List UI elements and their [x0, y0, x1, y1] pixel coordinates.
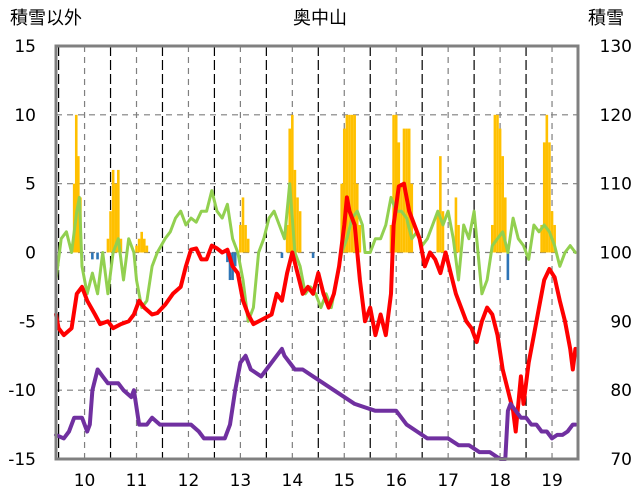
- precipitation-bar: [109, 211, 112, 253]
- precipitation-bar: [291, 114, 294, 253]
- precipitation-bar: [389, 224, 393, 253]
- precipitation-bar: [140, 231, 143, 253]
- precipitation-bar: [358, 224, 362, 253]
- precipitation-bar: [550, 211, 554, 253]
- secondary-line: [54, 182, 577, 323]
- precipitation-bar: [244, 224, 247, 253]
- precipitation-bar: [394, 114, 398, 253]
- right-tick-label: 90: [610, 312, 632, 332]
- precipitation-bar: [498, 128, 502, 253]
- precipitation-bar: [246, 238, 250, 253]
- precipitation-bar: [285, 224, 289, 253]
- right-tick-label: 100: [600, 244, 632, 264]
- x-tick-label: 11: [126, 471, 148, 491]
- precipitation-bar: [293, 169, 297, 253]
- left-tick-label: 15: [14, 37, 36, 57]
- precipitation-bar: [548, 142, 551, 253]
- right-axis-label: 積雪: [588, 8, 624, 29]
- precipitation-bar: [553, 224, 556, 253]
- precipitation-bar: [106, 238, 110, 253]
- precipitation-bar: [545, 114, 549, 253]
- precipitation-bar: [345, 114, 349, 253]
- precipitation-bar: [441, 211, 445, 253]
- left-axis-label: 積雪以外: [10, 8, 82, 29]
- negative-bar: [233, 252, 237, 267]
- precipitation-bar: [392, 114, 395, 253]
- negative-bar: [228, 252, 232, 281]
- snow-depth-line: [54, 346, 578, 461]
- negative-bar: [311, 252, 315, 259]
- precipitation-bar: [296, 197, 299, 253]
- precipitation-bar: [137, 238, 141, 253]
- right-tick-label: 70: [610, 450, 632, 470]
- precipitation-bar: [119, 238, 123, 253]
- precipitation-bar: [407, 128, 411, 253]
- precipitation-bar: [400, 183, 403, 253]
- series-lines: [54, 181, 578, 461]
- precipitation-bar: [501, 156, 504, 253]
- left-tick-label: -5: [19, 312, 36, 332]
- precipitation-bar: [436, 211, 440, 253]
- precipitation-bar: [143, 238, 146, 253]
- precipitation-bar: [239, 224, 242, 253]
- right-tick-label: 130: [600, 37, 632, 57]
- left-tick-label: 5: [25, 175, 36, 195]
- negative-bar: [280, 252, 284, 259]
- precipitation-bar: [74, 114, 78, 253]
- precipitation-bar: [135, 245, 138, 253]
- precipitation-bar: [503, 197, 507, 253]
- temperature-line: [54, 181, 578, 434]
- precipitation-bar: [114, 183, 118, 253]
- precipitation-bar: [491, 224, 494, 253]
- precipitation-bar: [348, 114, 351, 253]
- x-tick-label: 16: [385, 471, 407, 491]
- precipitation-bar: [353, 114, 356, 253]
- precipitation-bar: [350, 114, 354, 253]
- x-tick-label: 10: [74, 471, 96, 491]
- precipitation-bar: [117, 169, 120, 253]
- x-tick-label: 19: [541, 471, 563, 491]
- precipitation-bar: [342, 128, 346, 253]
- negative-bar: [226, 252, 229, 263]
- precipitation-bar: [496, 114, 499, 253]
- negative-bar: [91, 252, 94, 260]
- right-tick-labels: 70 80 90 100 110 120 130: [600, 37, 632, 470]
- plot-frame: [54, 44, 580, 461]
- precipitation-bar: [439, 156, 442, 253]
- left-tick-label: 10: [14, 106, 36, 126]
- precipitation-bar: [355, 183, 359, 253]
- left-tick-labels: -15 -10 -5 0 5 10 15: [8, 37, 36, 470]
- x-tick-label: 14: [282, 471, 304, 491]
- precipitation-bar: [72, 183, 76, 253]
- right-tick-label: 110: [600, 175, 632, 195]
- right-tick-label: 80: [610, 381, 632, 401]
- precipitation-bar: [540, 224, 543, 253]
- x-tick-label: 13: [230, 471, 252, 491]
- right-tick-label: 120: [600, 106, 632, 126]
- precipitation-bar: [340, 183, 343, 253]
- left-tick-label: 0: [25, 244, 36, 264]
- precipitation-bars: [72, 114, 556, 253]
- x-tick-labels: 10 11 12 13 14 15 16 17 18 19: [74, 471, 563, 491]
- x-tick-label: 18: [489, 471, 511, 491]
- precipitation-bar: [493, 114, 497, 253]
- x-tick-label: 17: [437, 471, 459, 491]
- precipitation-bar: [454, 197, 458, 253]
- chart-title: 奥中山: [293, 8, 347, 29]
- precipitation-bar: [145, 245, 149, 253]
- left-tick-label: -10: [8, 381, 36, 401]
- negative-bar: [506, 252, 510, 281]
- precipitation-bar: [241, 197, 245, 253]
- x-tick-label: 15: [333, 471, 355, 491]
- precipitation-bar: [111, 169, 115, 253]
- x-tick-label: 12: [178, 471, 200, 491]
- precipitation-bar: [298, 211, 302, 253]
- left-tick-label: -15: [8, 450, 36, 470]
- precipitation-bar: [542, 142, 546, 253]
- precipitation-bar: [457, 224, 460, 253]
- negative-bar: [96, 252, 99, 260]
